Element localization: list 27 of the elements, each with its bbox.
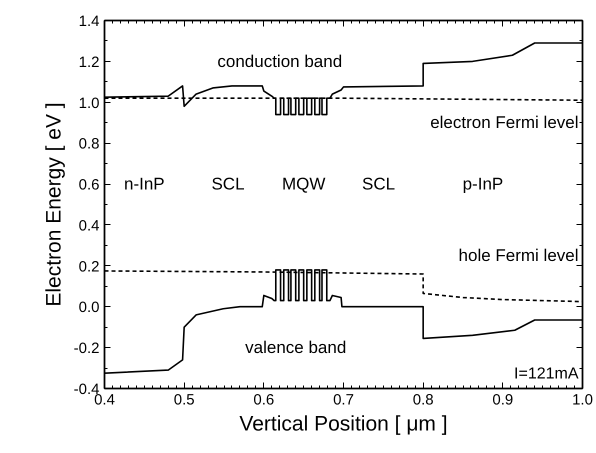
y-axis-title: Electron Energy [ eV ] (42, 102, 66, 307)
annotation: SCL (362, 174, 396, 194)
annotation: valence band (245, 338, 346, 358)
x-tick-label: 0.7 (333, 392, 354, 408)
y-tick-label: 0.6 (78, 176, 100, 194)
annotation: electron Fermi level (430, 113, 579, 132)
y-tick-label: 0.0 (78, 299, 100, 316)
y-tick-label: 0.4 (78, 217, 100, 234)
annotation: n-InP (124, 174, 165, 194)
annotation: SCL (211, 174, 245, 194)
y-tick-label: -0.2 (74, 340, 100, 358)
annotation: hole Fermi level (458, 246, 579, 266)
x-tick-label: 1.0 (572, 392, 593, 408)
annotation: conduction band (217, 52, 342, 71)
y-tick-label: 1.4 (78, 13, 100, 30)
annotation: p-InP (462, 174, 504, 194)
x-axis-title: Vertical Position [ μm ] (239, 412, 448, 436)
y-tick-label: 1.2 (78, 54, 100, 71)
y-tick-label: 0.2 (78, 258, 100, 276)
y-tick-label: 1.0 (78, 94, 100, 112)
x-tick-label: 0.6 (253, 392, 274, 408)
x-tick-label: 0.8 (412, 392, 434, 408)
x-tick-label: 0.9 (492, 392, 514, 408)
annotation: MQW (282, 174, 326, 194)
y-tick-label: 0.8 (78, 136, 100, 153)
annotation: I=121mA (514, 366, 579, 383)
x-tick-label: 0.5 (174, 392, 195, 408)
